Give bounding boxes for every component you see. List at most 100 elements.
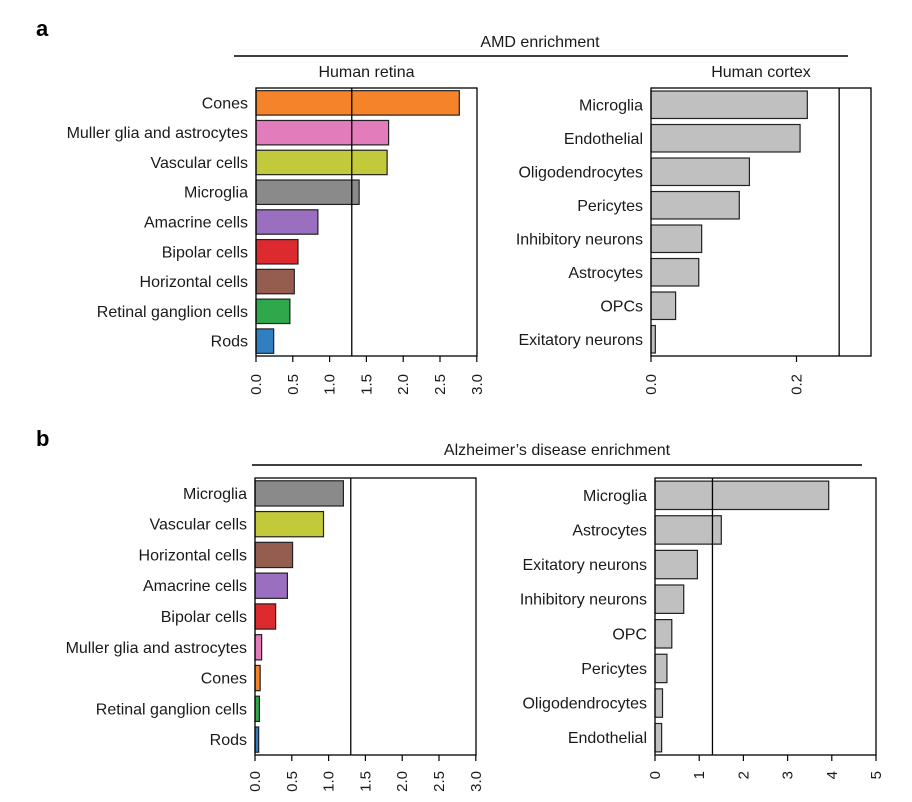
bar [650, 324, 656, 354]
category-label: Amacrine cells [144, 215, 248, 232]
chart-amd-human-cortex: Human cortex Microglia Endothelial Oligoden… [516, 64, 872, 395]
x-tick-label: 4 [824, 771, 841, 779]
category-label: Muller glia and astrocytes [67, 125, 248, 142]
category-label: Amacrine cells [143, 578, 247, 595]
x-tick-label: 2.5 [431, 771, 448, 792]
category-label: Microglia [579, 97, 643, 114]
chart-title: Human cortex [711, 64, 811, 81]
bar [254, 480, 345, 507]
bar [254, 603, 277, 630]
bar [650, 291, 677, 321]
category-label: Microglia [183, 486, 247, 503]
bar [255, 268, 295, 295]
category-label: Microglia [184, 185, 248, 202]
bar [654, 549, 699, 580]
x-tick-label: 5 [868, 771, 885, 779]
bar [654, 480, 830, 511]
x-tick-label: 1.5 [358, 374, 375, 395]
bar [650, 123, 801, 153]
category-label: Pericytes [581, 661, 647, 678]
x-tick-label: 3.0 [468, 771, 485, 792]
group-title-amd: AMD enrichment [480, 34, 600, 51]
category-label: Inhibitory neurons [520, 592, 647, 609]
bar [254, 634, 263, 661]
category-label: Bipolar cells [162, 244, 248, 261]
category-label: Microglia [583, 488, 647, 505]
category-label: Retinal ganglion cells [97, 304, 248, 321]
panel-letter-a: a [36, 16, 49, 41]
category-label: Oligodendrocytes [518, 164, 643, 181]
bar [255, 119, 390, 146]
chart-amd-human-retina: Human retina Cones Muller glia and astrocy… [67, 64, 486, 395]
category-label: Exitatory neurons [518, 332, 643, 349]
x-tick-label: 0 [647, 771, 664, 779]
bar [254, 510, 325, 538]
plot-frame [650, 87, 872, 357]
x-tick-label: 0.0 [248, 374, 265, 395]
x-tick-label: 1.0 [321, 771, 338, 792]
x-tick-label: 2.0 [395, 374, 412, 395]
bar [255, 179, 360, 206]
bar [654, 653, 668, 684]
category-label: Oligodendrocytes [522, 696, 647, 713]
bar [650, 190, 740, 220]
bar [650, 90, 808, 120]
chart-alzheimers-cortex: Microglia Astrocytes Exitatory neurons Inhi… [520, 477, 885, 779]
x-tick-label: 1 [691, 771, 708, 779]
bar [650, 257, 700, 287]
bar [654, 619, 673, 649]
bar [654, 515, 722, 545]
bar [254, 541, 294, 569]
bar [255, 328, 275, 354]
bar [255, 90, 460, 116]
category-label: OPCs [600, 298, 643, 315]
bar [255, 149, 388, 176]
category-label: Vascular cells [149, 517, 247, 534]
bar [254, 572, 289, 599]
bar [255, 238, 299, 265]
category-label: Vascular cells [150, 155, 248, 172]
category-label: Astrocytes [568, 265, 643, 282]
bar [650, 224, 703, 254]
x-tick-label: 0.0 [247, 771, 264, 792]
bar [255, 298, 291, 325]
bar [254, 695, 261, 723]
category-label: OPC [612, 626, 647, 643]
category-label: Rods [210, 732, 247, 749]
chart-title: Human retina [318, 64, 414, 81]
bar [650, 157, 751, 187]
x-tick-label: 1.0 [322, 374, 339, 395]
x-tick-label: 2 [735, 771, 752, 779]
panel-letter-b: b [36, 426, 49, 451]
bar [654, 584, 685, 614]
category-label: Exitatory neurons [522, 557, 647, 574]
x-tick-label: 3.0 [469, 374, 486, 395]
bar [654, 688, 664, 718]
x-tick-label: 0.0 [643, 374, 660, 395]
group-title-alzheimers: Alzheimer’s disease enrichment [444, 442, 671, 459]
x-tick-label: 2.0 [394, 771, 411, 792]
category-label: Astrocytes [572, 522, 647, 539]
plot-frame [654, 477, 877, 756]
x-tick-label: 2.5 [432, 374, 449, 395]
x-tick-label: 3 [780, 771, 797, 779]
category-label: Cones [202, 95, 248, 112]
category-label: Endothelial [568, 730, 647, 747]
bar [654, 722, 663, 753]
x-tick-label: 1.5 [357, 771, 374, 792]
category-label: Muller glia and astrocytes [66, 640, 247, 657]
category-label: Inhibitory neurons [516, 231, 643, 248]
category-label: Horizontal cells [139, 547, 247, 564]
category-label: Pericytes [577, 198, 643, 215]
x-tick-label: 0.5 [285, 374, 302, 395]
x-tick-label: 0.5 [284, 771, 301, 792]
bar [254, 664, 261, 692]
category-label: Bipolar cells [161, 609, 247, 626]
category-label: Horizontal cells [140, 274, 248, 291]
x-tick-label: 0.2 [789, 374, 806, 395]
category-label: Rods [211, 334, 248, 351]
category-label: Endothelial [564, 131, 643, 148]
category-label: Retinal ganglion cells [96, 701, 247, 718]
bar [255, 209, 319, 235]
